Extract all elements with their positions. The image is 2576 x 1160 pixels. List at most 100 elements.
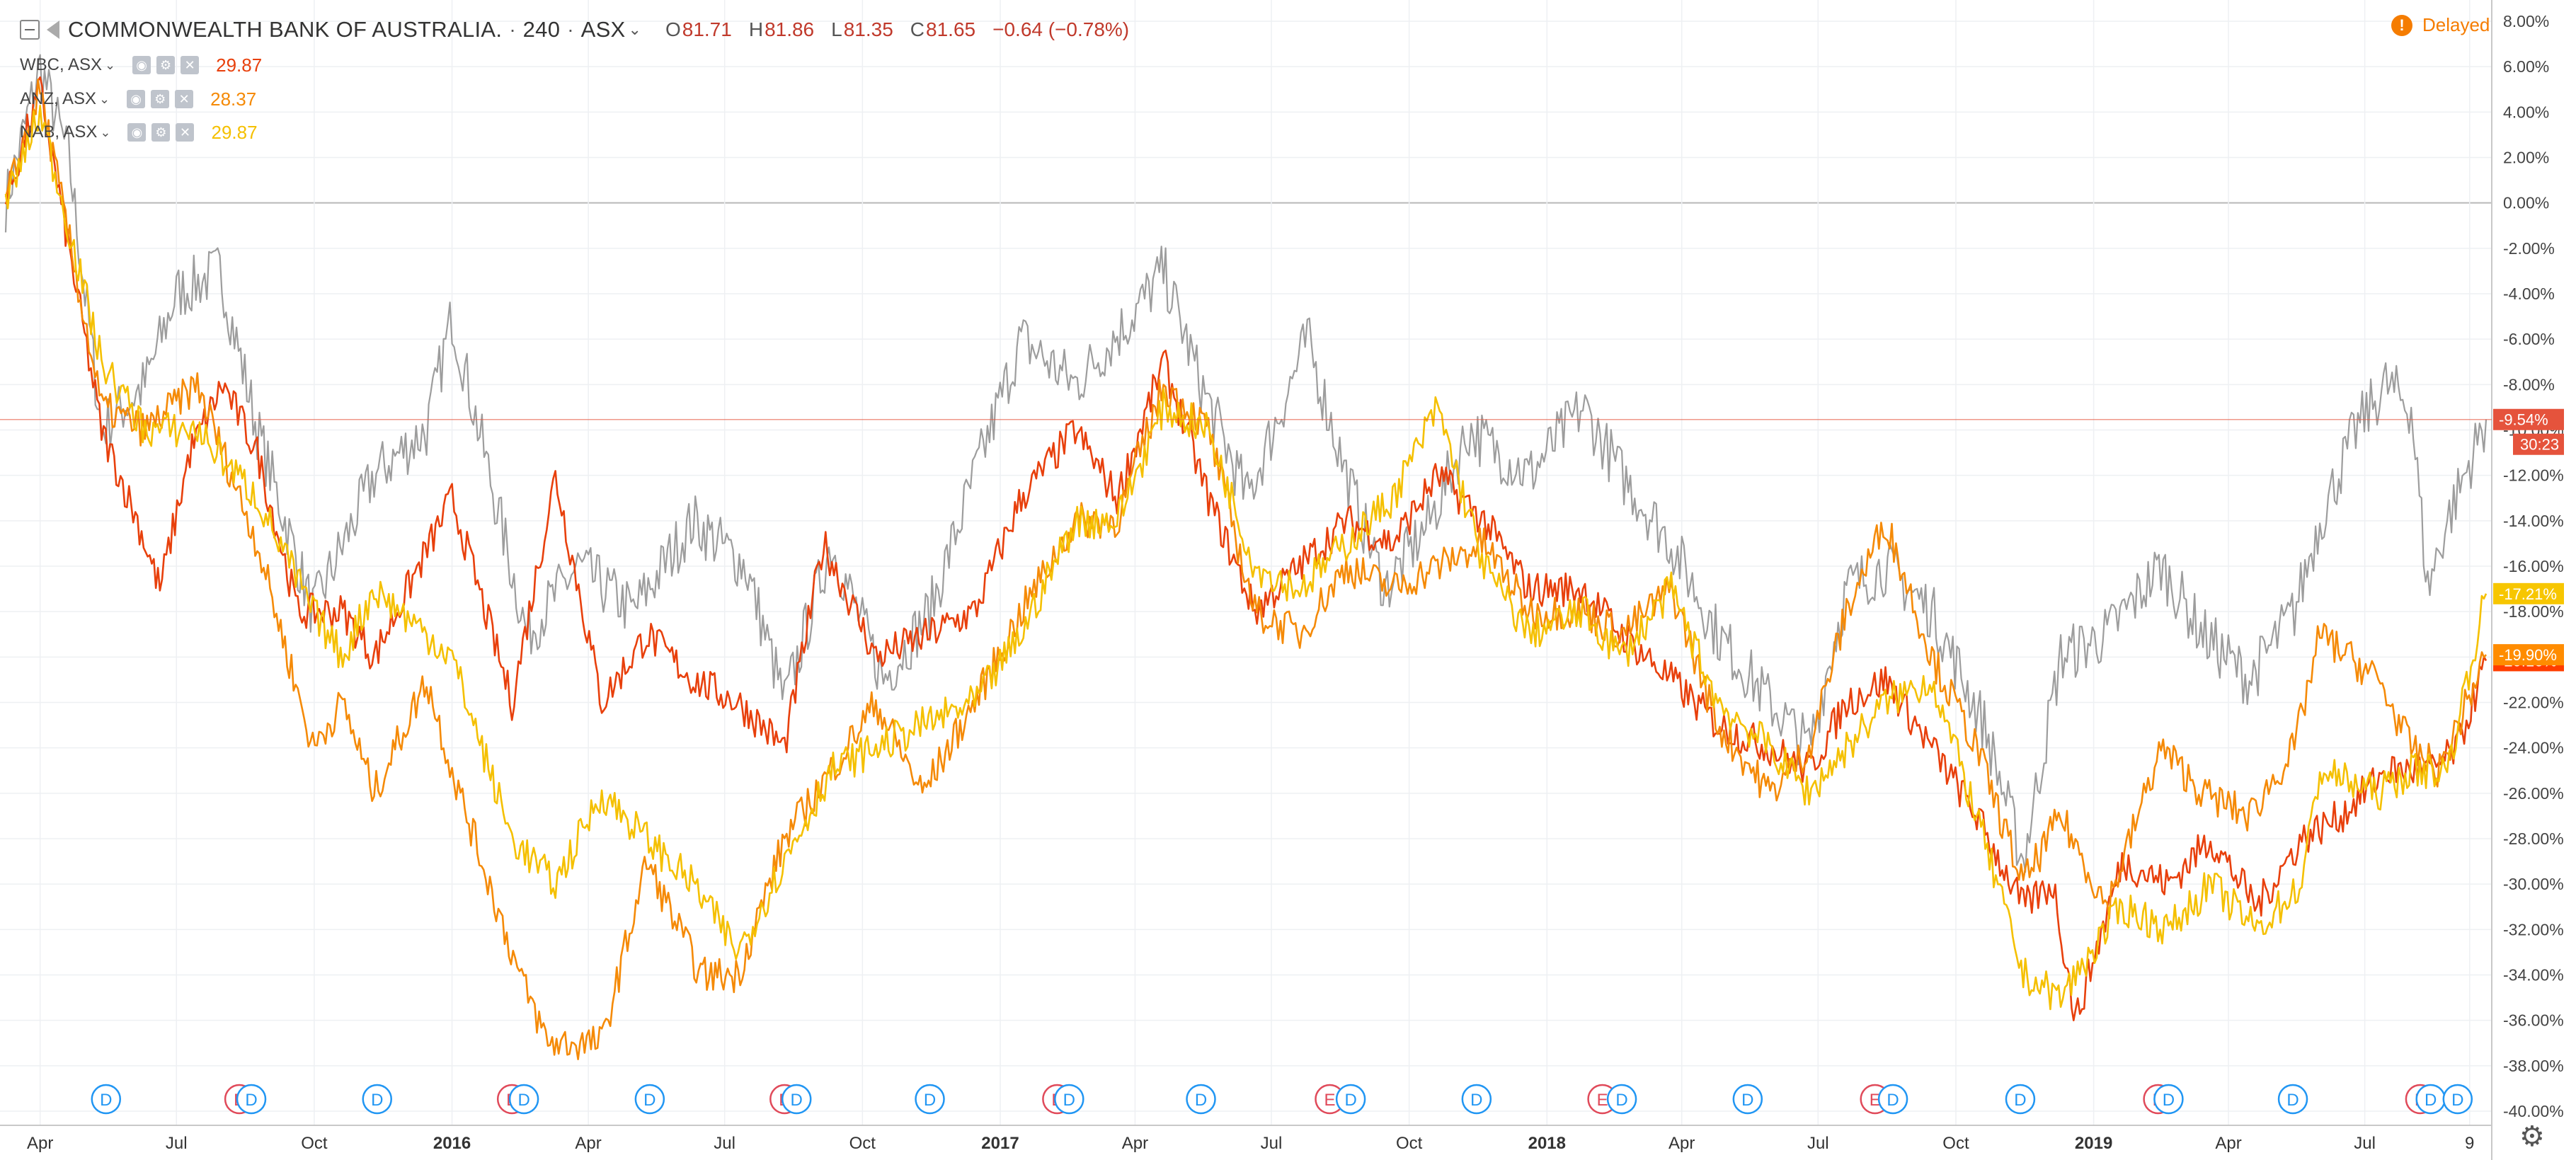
dividend-marker[interactable]: D xyxy=(1054,1084,1084,1115)
close-icon[interactable]: ✕ xyxy=(176,123,195,142)
chevron-down-icon[interactable]: ⌄ xyxy=(100,125,111,139)
eye-icon[interactable]: ◉ xyxy=(127,123,147,142)
y-tick-label: -2.00% xyxy=(2503,239,2555,258)
price-label-bg xyxy=(2493,582,2564,604)
dividend-marker-label: D xyxy=(1615,1091,1627,1110)
dividend-marker-circle xyxy=(236,1084,267,1115)
dividend-marker-label: D xyxy=(2451,1091,2463,1110)
dividend-marker-label: D xyxy=(2014,1091,2026,1110)
high-key: H xyxy=(748,18,764,40)
dividend-marker-circle xyxy=(1606,1084,1637,1115)
legend-item-anz[interactable]: ANZ, ASX ⌄ ◉ ⚙ ✕ 28.37 xyxy=(20,85,256,113)
settings-gear-icon[interactable]: ⚙ xyxy=(2519,1121,2545,1152)
dividend-marker[interactable]: D xyxy=(2153,1084,2184,1115)
chevron-down-icon[interactable]: ⌄ xyxy=(105,57,116,72)
y-tick-label: -4.00% xyxy=(2503,285,2555,303)
low-value: 81.35 xyxy=(843,18,893,40)
dividend-marker-circle xyxy=(1461,1084,1492,1115)
symbol-name[interactable]: COMMONWEALTH BANK OF AUSTRALIA. xyxy=(68,17,503,42)
gear-icon[interactable]: ⚙ xyxy=(151,123,171,142)
flag-icon[interactable] xyxy=(47,21,59,39)
dividend-marker[interactable]: D xyxy=(1186,1084,1216,1115)
eye-icon[interactable]: ◉ xyxy=(127,90,146,108)
dividend-marker-circle xyxy=(1877,1084,1908,1115)
dividend-marker-label: D xyxy=(2286,1091,2299,1110)
dividend-marker[interactable]: D xyxy=(1606,1084,1637,1115)
x-tick-label: Jul xyxy=(166,1134,188,1153)
dividend-marker-circle xyxy=(1732,1084,1763,1115)
dividend-marker-circle xyxy=(781,1084,812,1115)
dividend-marker-label: D xyxy=(1195,1091,1207,1110)
dividend-marker[interactable]: D xyxy=(634,1084,665,1115)
dividend-marker[interactable]: D xyxy=(508,1084,539,1115)
dividend-marker[interactable]: D xyxy=(1461,1084,1492,1115)
legend-value: 29.87 xyxy=(216,54,263,76)
y-tick-label: 6.00% xyxy=(2503,57,2549,76)
dividend-marker[interactable]: D xyxy=(2277,1084,2308,1115)
y-tick-label: -28.00% xyxy=(2503,829,2564,848)
y-tick-label: -32.00% xyxy=(2503,920,2564,938)
collapse-legend-button[interactable] xyxy=(20,20,40,40)
dividend-marker[interactable]: D xyxy=(781,1084,812,1115)
legend-symbol[interactable]: WBC, ASX xyxy=(20,55,103,74)
exchange-label[interactable]: ASX xyxy=(580,17,626,42)
open-key: O xyxy=(665,18,681,40)
legend-item-wbc[interactable]: WBC, ASX ⌄ ◉ ⚙ ✕ 29.87 xyxy=(20,51,262,79)
dividend-marker-label: D xyxy=(1063,1091,1075,1110)
dividend-marker[interactable]: D xyxy=(362,1084,393,1115)
exchange-separator: · xyxy=(567,18,574,40)
y-tick-label: 8.00% xyxy=(2503,12,2549,30)
dividend-marker[interactable]: D xyxy=(91,1084,122,1115)
dividend-marker-label: D xyxy=(2425,1091,2437,1110)
dividend-marker-circle xyxy=(915,1084,945,1115)
legend-symbol[interactable]: ANZ, ASX xyxy=(20,89,97,108)
price-label: -9.54% xyxy=(2499,411,2548,429)
legend-item-nab[interactable]: NAB, ASX ⌄ ◉ ⚙ ✕ 29.87 xyxy=(20,118,258,147)
eye-icon[interactable]: ◉ xyxy=(132,56,151,74)
legend-symbol[interactable]: NAB, ASX xyxy=(20,122,98,142)
dividend-marker[interactable]: D xyxy=(1732,1084,1763,1115)
dividend-marker[interactable]: D xyxy=(2005,1084,2036,1115)
x-tick-label: 2016 xyxy=(433,1134,471,1153)
dividend-marker[interactable]: D xyxy=(915,1084,945,1115)
y-tick-label: -18.00% xyxy=(2503,602,2564,621)
dividend-marker[interactable]: D xyxy=(236,1084,267,1115)
dividend-marker-label: D xyxy=(100,1091,112,1110)
chevron-down-icon[interactable]: ⌄ xyxy=(628,21,641,38)
y-tick-label: -26.00% xyxy=(2503,784,2564,803)
countdown-label: 30:23 xyxy=(2520,436,2559,454)
delayed-badge[interactable]: ! Delayed xyxy=(2391,14,2490,36)
y-tick-label: -14.00% xyxy=(2503,512,2564,530)
price-label-bg xyxy=(2493,644,2564,666)
dividend-marker-circle xyxy=(91,1084,122,1115)
gear-icon[interactable]: ⚙ xyxy=(156,56,176,74)
dividend-marker-label: D xyxy=(643,1091,656,1110)
dividend-marker-label: D xyxy=(371,1091,383,1110)
dividend-marker[interactable]: D xyxy=(2415,1084,2446,1115)
dividend-marker[interactable]: D xyxy=(1335,1084,1366,1115)
open-value: 81.71 xyxy=(682,18,732,40)
price-label: -19.90% xyxy=(2499,646,2557,664)
x-tick-label: Apr xyxy=(1668,1134,1695,1153)
dividend-marker[interactable]: D xyxy=(2442,1084,2473,1115)
delayed-label: Delayed xyxy=(2422,14,2490,35)
close-icon[interactable]: ✕ xyxy=(175,90,194,108)
y-tick-label: -34.00% xyxy=(2503,966,2564,984)
chevron-down-icon[interactable]: ⌄ xyxy=(99,91,110,106)
gear-icon[interactable]: ⚙ xyxy=(151,90,170,108)
y-tick-label: -36.00% xyxy=(2503,1011,2564,1030)
x-tick-label: Apr xyxy=(575,1134,601,1153)
dividend-marker-circle xyxy=(508,1084,539,1115)
close-icon[interactable]: ✕ xyxy=(181,56,200,74)
dividend-marker-label: D xyxy=(245,1091,257,1110)
x-tick-label: 2017 xyxy=(981,1134,1019,1153)
dividend-marker-circle xyxy=(2005,1084,2036,1115)
dividend-marker-circle xyxy=(362,1084,393,1115)
interval-label[interactable]: 240 xyxy=(522,17,561,42)
dividend-marker-circle xyxy=(634,1084,665,1115)
dividend-marker[interactable]: D xyxy=(1877,1084,1908,1115)
y-tick-label: -12.00% xyxy=(2503,466,2564,485)
y-tick-label: 4.00% xyxy=(2503,103,2549,121)
dividend-marker-circle xyxy=(1335,1084,1366,1115)
